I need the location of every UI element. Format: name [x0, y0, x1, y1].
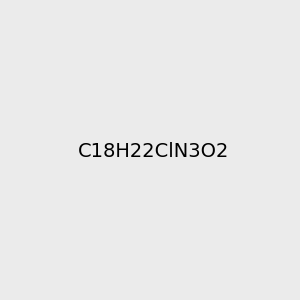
Text: C18H22ClN3O2: C18H22ClN3O2: [78, 142, 230, 161]
